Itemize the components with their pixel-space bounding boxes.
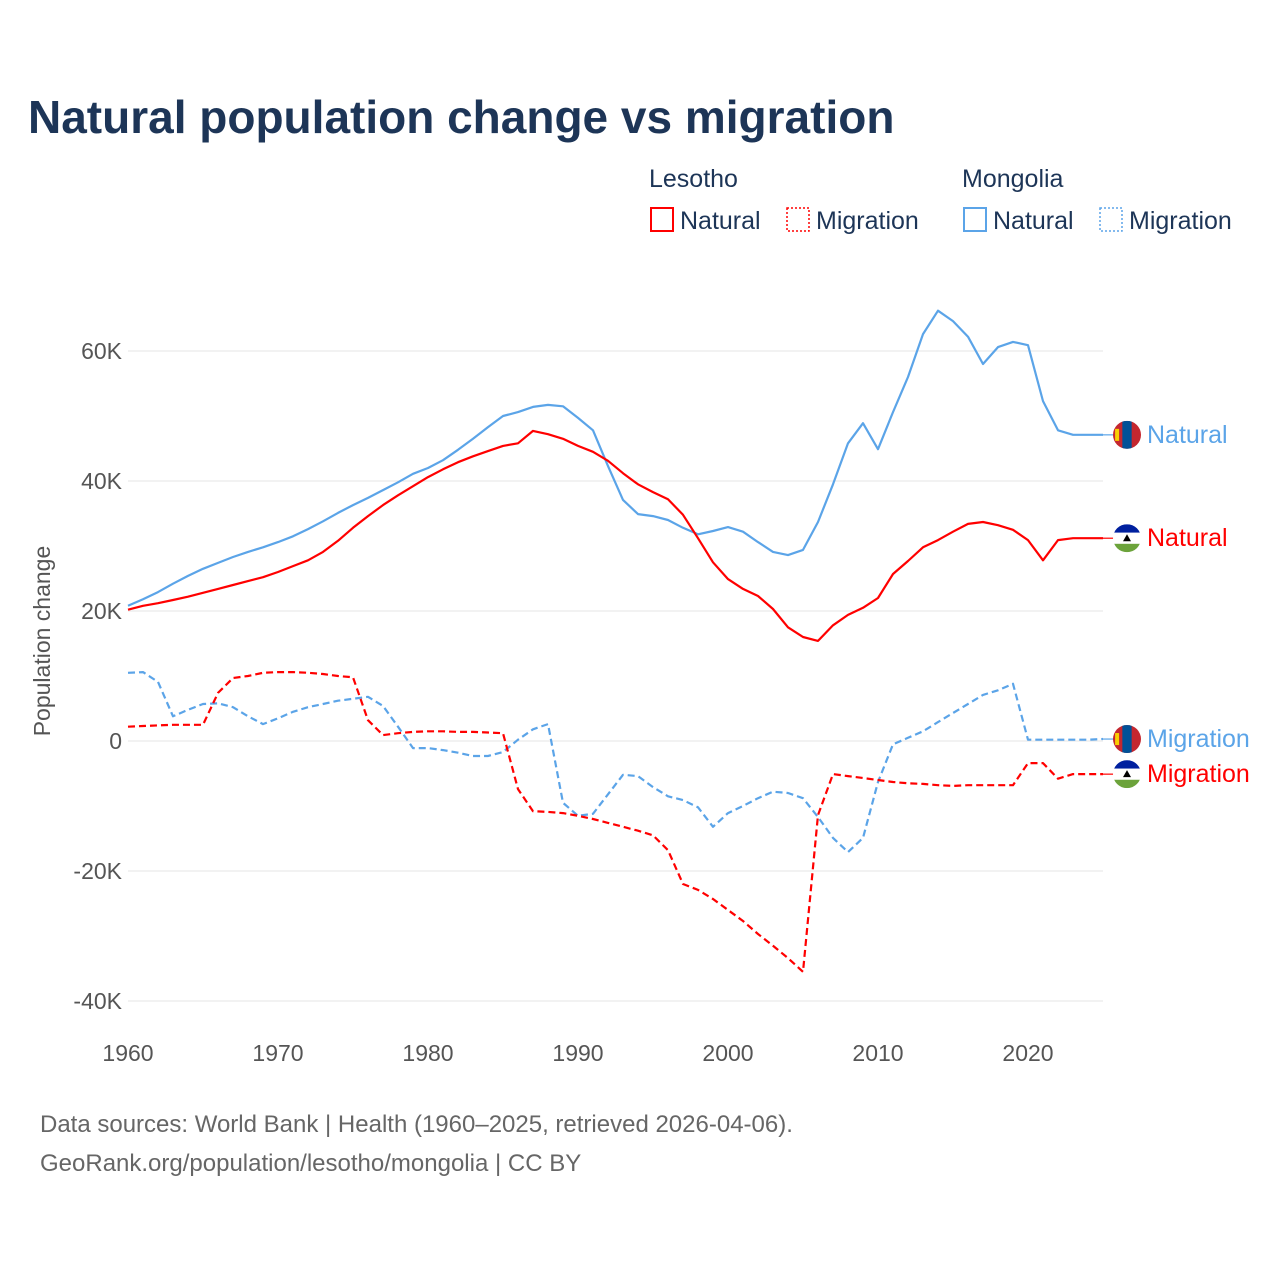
x-tick-label: 2020 <box>1002 1040 1053 1066</box>
flag-body <box>1113 760 1141 789</box>
x-tick-label: 1970 <box>252 1040 303 1066</box>
mongolia-flag-icon <box>1113 725 1141 754</box>
source-line-1: Data sources: World Bank | Health (1960–… <box>40 1111 793 1138</box>
flag-stripe <box>1113 779 1141 789</box>
y-tick-label: 40K <box>81 468 123 494</box>
flag-soyombo <box>1115 733 1120 746</box>
flag-soyombo <box>1115 428 1120 441</box>
gridlines <box>128 350 1103 1002</box>
end-label-lesotho-migration: Migration <box>1147 760 1250 788</box>
flag-hat <box>1123 770 1131 778</box>
legend-label-lesotho-natural[interactable]: Natural <box>680 207 761 235</box>
legend-swatch-lesotho-migration <box>786 207 810 232</box>
lesotho-flag-icon <box>1113 760 1141 789</box>
x-tick-label: 2010 <box>852 1040 903 1066</box>
end-label-mongolia-migration: Migration <box>1147 725 1250 753</box>
end-label-lesotho-natural: Natural <box>1147 524 1228 552</box>
legend-group-mongolia: Mongolia <box>962 165 1064 193</box>
y-tick-label: -20K <box>73 858 122 884</box>
legend-label-mongolia-natural[interactable]: Natural <box>993 207 1074 235</box>
legend-label-mongolia-migration[interactable]: Migration <box>1129 207 1232 235</box>
series-lines <box>127 309 1104 973</box>
lesotho-flag-icon <box>1113 524 1141 553</box>
flag-body <box>1113 420 1141 449</box>
y-axis-ticks: 60K 40K 20K 0 -20K -40K <box>73 338 122 1014</box>
legend: Lesotho Natural Migration Mongolia Natur… <box>649 165 1232 235</box>
series-line-lesotho-natural <box>127 429 1103 642</box>
x-axis-ticks: 1960 1970 1980 1990 2000 2010 2020 <box>102 1040 1053 1066</box>
legend-group-lesotho: Lesotho <box>649 165 738 193</box>
flag-body <box>1113 524 1141 553</box>
x-tick-label: 1960 <box>102 1040 153 1066</box>
series-line-mongolia-migration <box>127 671 1104 854</box>
chart-title: Natural population change vs migration <box>28 91 894 143</box>
source-line-2[interactable]: GeoRank.org/population/lesotho/mongolia … <box>40 1150 581 1177</box>
flag-hat <box>1123 534 1131 542</box>
flag-stripe <box>1113 543 1141 553</box>
y-tick-label: -40K <box>73 988 122 1014</box>
mongolia-flag-icon <box>1113 420 1141 449</box>
flag-stripe <box>1122 420 1132 449</box>
legend-swatch-mongolia-migration <box>1099 207 1123 232</box>
series-line-mongolia-natural <box>127 309 1103 607</box>
flag-stripe <box>1113 524 1141 533</box>
flag-stripe <box>1122 725 1132 754</box>
flag-body <box>1113 725 1141 754</box>
flag-stripe <box>1113 760 1141 769</box>
legend-label-lesotho-migration[interactable]: Migration <box>816 207 919 235</box>
series-line-lesotho-migration <box>127 671 1103 973</box>
x-tick-label: 2000 <box>702 1040 753 1066</box>
legend-swatch-lesotho-natural <box>650 207 674 232</box>
end-labels: Natural Natural Migration Migration <box>1103 420 1250 789</box>
y-tick-label: 0 <box>109 728 122 754</box>
y-axis-label: Population change <box>29 546 55 737</box>
x-tick-label: 1990 <box>552 1040 603 1066</box>
legend-swatch-mongolia-natural <box>963 207 987 232</box>
y-tick-label: 20K <box>81 598 123 624</box>
x-tick-label: 1980 <box>402 1040 453 1066</box>
y-tick-label: 60K <box>81 338 123 364</box>
end-label-mongolia-natural: Natural <box>1147 421 1228 449</box>
